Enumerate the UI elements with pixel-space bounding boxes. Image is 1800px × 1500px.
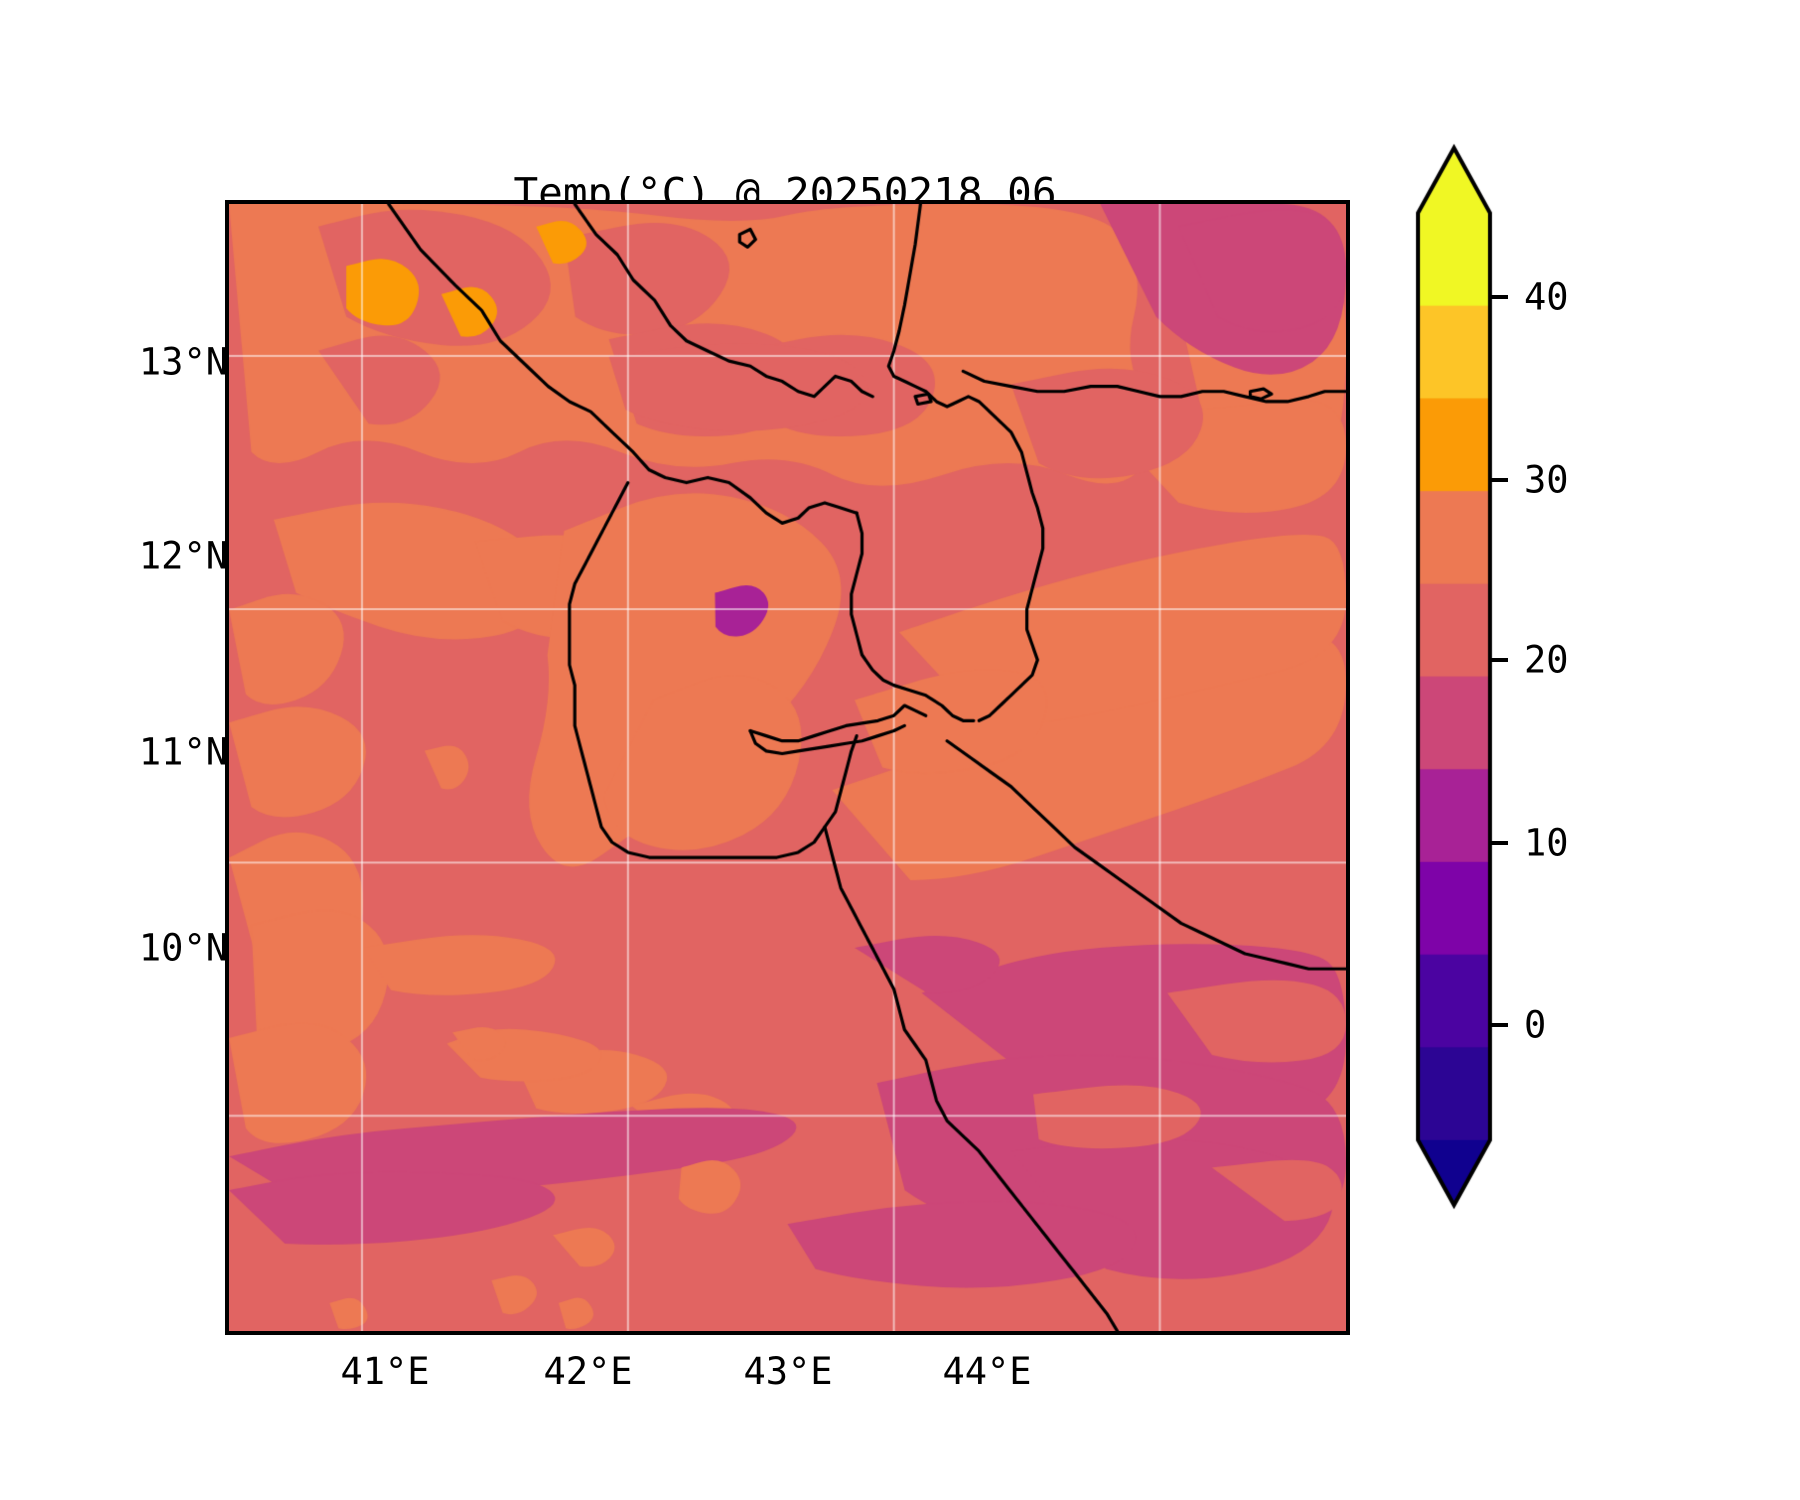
xtick-label-44e: 44°E [942, 1350, 1032, 1393]
xtick-label-43e: 43°E [743, 1350, 833, 1393]
temperature-contour-map [229, 204, 1346, 1331]
colorbar-tick-label-10: 10 [1524, 821, 1569, 865]
map-plot-area [225, 200, 1350, 1335]
colorbar [1378, 140, 1530, 1395]
colorbar-gradient [1378, 140, 1530, 1395]
xtick-label-41e: 41°E [340, 1350, 430, 1393]
ytick-label-12n: 12°N [138, 534, 228, 578]
ytick-label-11n: 11°N [138, 730, 228, 774]
colorbar-tick-mark-40 [1490, 295, 1508, 299]
colorbar-tick-mark-30 [1490, 478, 1508, 482]
ytick-label-10n: 10°N [138, 926, 228, 970]
colorbar-tick-label-0: 0 [1524, 1003, 1547, 1047]
xtick-label-42e: 42°E [543, 1350, 633, 1393]
colorbar-tick-mark-20 [1490, 658, 1508, 662]
colorbar-tick-label-40: 40 [1524, 275, 1569, 319]
colorbar-tick-label-20: 20 [1524, 638, 1569, 682]
ytick-label-13n: 13°N [138, 340, 228, 384]
colorbar-tick-mark-10 [1490, 841, 1508, 845]
colorbar-tick-label-30: 30 [1524, 458, 1569, 502]
colorbar-tick-mark-0 [1490, 1023, 1508, 1027]
